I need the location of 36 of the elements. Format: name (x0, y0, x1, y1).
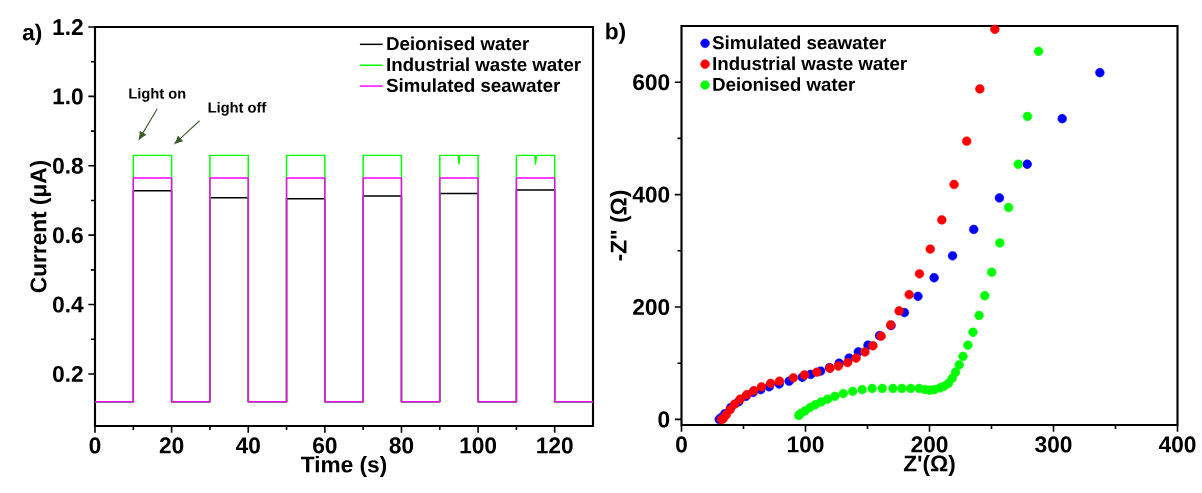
x-tick-label: 400 (1158, 436, 1196, 453)
y-tick-label: 0.2 (53, 365, 83, 382)
legend-label: Simulated seawater (712, 35, 887, 50)
y-tick-label: 200 (633, 298, 670, 316)
y-tick-label: 0.8 (53, 157, 83, 174)
y-tick-label: 1.0 (53, 88, 83, 105)
y-axis-title: Current (μA) (29, 160, 51, 293)
legend-label: Deionised water (713, 77, 855, 92)
y-tick-label: 0.6 (53, 227, 83, 244)
legend-label: Simulated seawater (386, 78, 561, 93)
x-tick-label: 200 (911, 436, 948, 453)
text: b) (606, 22, 625, 44)
y-tick-label: 400 (632, 186, 670, 203)
x-tick-label: 20 (159, 437, 184, 454)
annotation: Light off (208, 101, 267, 116)
y-tick-label: 0.4 (53, 296, 84, 313)
annotation: Light on (129, 87, 186, 102)
x-axis-title: Z'(Ω) (903, 454, 955, 477)
x-tick-label: 120 (537, 437, 573, 454)
y-tick-label: 600 (633, 74, 670, 91)
x-tick-label: 100 (460, 437, 497, 454)
x-tick-label: 80 (389, 437, 414, 454)
x-tick-label: 100 (788, 436, 824, 453)
y-tick-label: 0 (658, 411, 670, 428)
x-tick-label: 300 (1035, 436, 1072, 453)
y-axis-title: -Z" (Ω) (610, 190, 632, 261)
legend-label: Deionised water (387, 36, 529, 51)
text: a) (22, 23, 42, 45)
x-axis-title: Time (s) (301, 455, 387, 478)
y-tick-label: 1.2 (53, 19, 83, 35)
legend-label: Industrial waste water (713, 56, 907, 71)
legend-label: Industrial waste water (387, 57, 581, 72)
x-tick-label: 0 (89, 437, 101, 454)
x-tick-label: 60 (313, 437, 337, 454)
x-tick-label: 0 (676, 436, 687, 453)
x-tick-label: 40 (235, 437, 260, 454)
